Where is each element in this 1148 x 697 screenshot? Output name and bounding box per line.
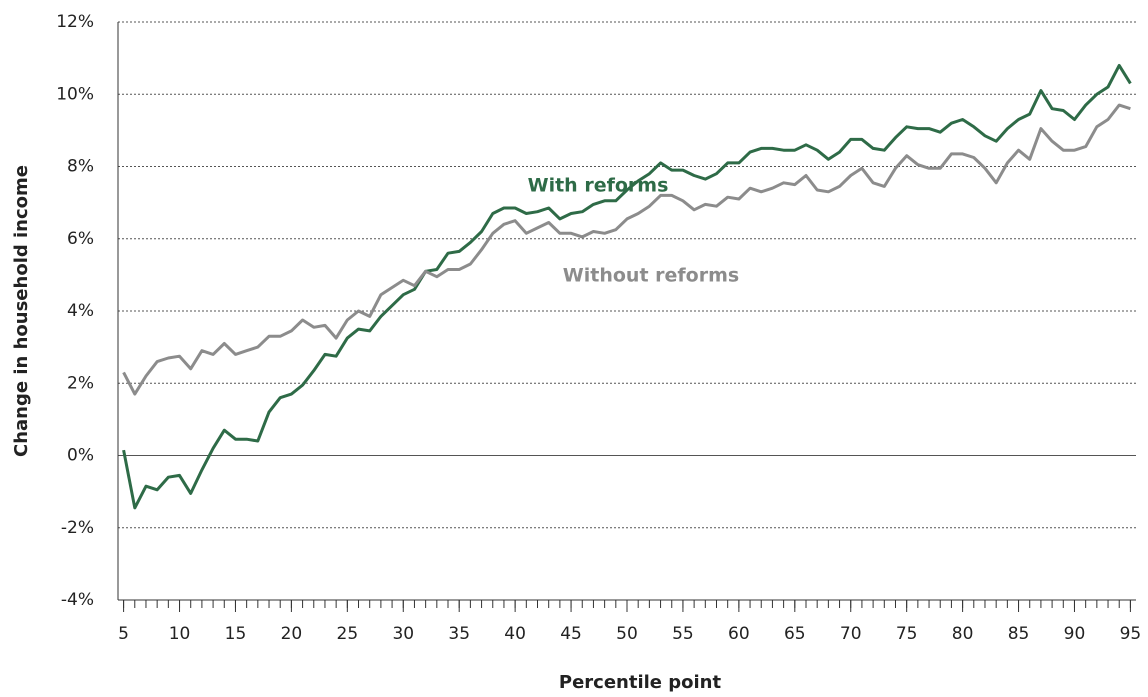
series-label: Without reforms bbox=[563, 265, 739, 287]
x-tick-label: 35 bbox=[448, 624, 470, 644]
x-tick-label: 45 bbox=[560, 624, 582, 644]
y-axis-title: Change in household income bbox=[11, 165, 32, 457]
x-tick-label: 30 bbox=[392, 624, 414, 644]
x-axis-title: Percentile point bbox=[559, 672, 722, 693]
series-line bbox=[122, 103, 1131, 396]
x-tick-label: 55 bbox=[672, 624, 694, 644]
x-tick-label: 70 bbox=[840, 624, 862, 644]
y-tick-label: 8% bbox=[67, 157, 94, 177]
y-tick-label: 6% bbox=[67, 229, 94, 249]
series-label: With reforms bbox=[528, 175, 669, 197]
x-tick-label: 10 bbox=[169, 624, 191, 644]
y-tick-label: 0% bbox=[67, 446, 94, 466]
x-tick-label: 5 bbox=[118, 624, 129, 644]
x-tick-label: 25 bbox=[337, 624, 359, 644]
x-tick-label: 40 bbox=[504, 624, 526, 644]
series-line bbox=[122, 63, 1132, 510]
y-tick-label: 12% bbox=[56, 12, 94, 32]
x-tick-label: 90 bbox=[1064, 624, 1086, 644]
x-tick-label: 50 bbox=[616, 624, 638, 644]
y-tick-label: 10% bbox=[56, 84, 94, 104]
y-tick-label: 4% bbox=[67, 301, 94, 321]
x-tick-label: 65 bbox=[784, 624, 806, 644]
x-tick-label: 60 bbox=[728, 624, 750, 644]
x-tick-label: 15 bbox=[225, 624, 247, 644]
x-tick-label: 75 bbox=[896, 624, 918, 644]
x-tick-label: 20 bbox=[281, 624, 303, 644]
y-tick-label: -4% bbox=[61, 590, 94, 610]
y-tick-label: 2% bbox=[67, 373, 94, 393]
y-tick-label: -2% bbox=[61, 518, 94, 538]
x-tick-label: 95 bbox=[1120, 624, 1142, 644]
x-tick-label: 80 bbox=[952, 624, 974, 644]
x-tick-label: 85 bbox=[1008, 624, 1030, 644]
